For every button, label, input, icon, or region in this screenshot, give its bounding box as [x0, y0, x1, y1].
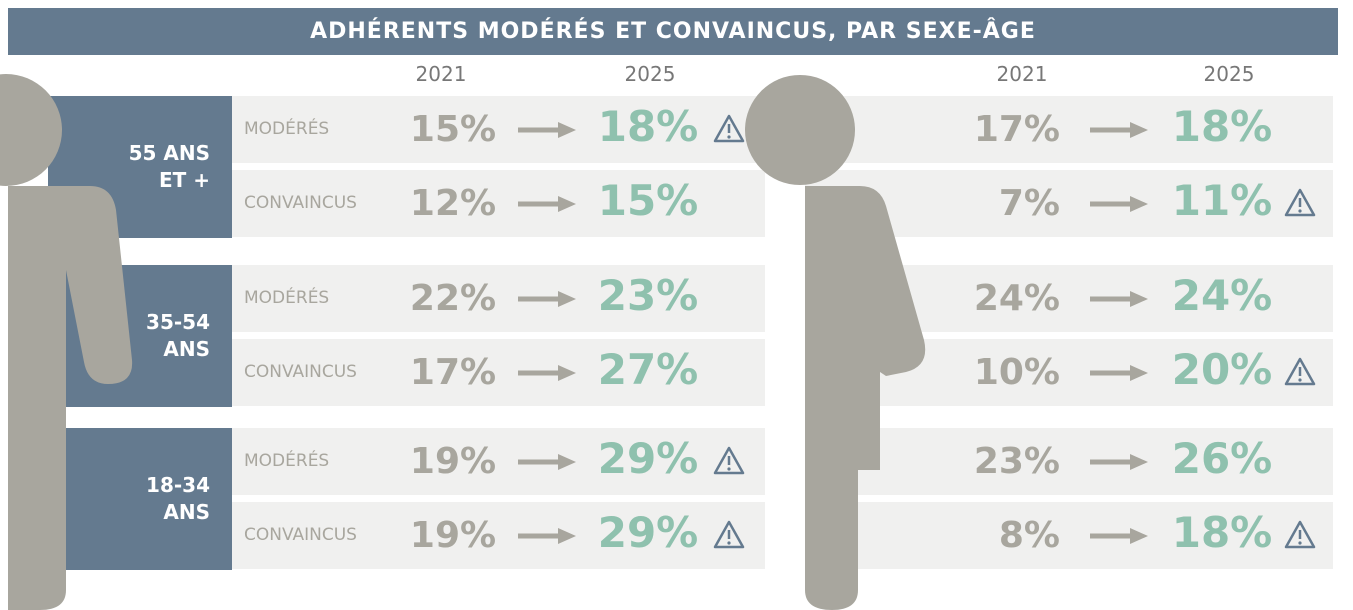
arrow: [1090, 289, 1150, 309]
row-label: MODÉRÉS: [244, 265, 384, 332]
warning-icon: [713, 519, 745, 551]
value-2025: 15%: [583, 167, 713, 234]
year-header: 2021: [982, 62, 1062, 90]
value-2025: 11%: [1157, 167, 1287, 234]
warning-icon: [1284, 519, 1316, 551]
value-2025: 29%: [583, 499, 713, 566]
arrow: [518, 289, 578, 309]
value-2025: 18%: [1157, 93, 1287, 160]
arrow: [1090, 194, 1150, 214]
year-header: 2021: [401, 62, 481, 90]
row-label: CONVAINCUS: [244, 502, 384, 569]
age-group: 18-34 ANS: [48, 428, 232, 570]
year-header: 2025: [1189, 62, 1269, 90]
value-2021: 7%: [950, 170, 1060, 237]
age-group-label: 35-54 ANS: [120, 309, 210, 363]
value-2025: 18%: [583, 93, 713, 160]
warning-icon: [1284, 187, 1316, 219]
year-header: 2025: [610, 62, 690, 90]
value-2021: 19%: [398, 502, 508, 569]
value-2021: 12%: [398, 170, 508, 237]
warning-icon: [1284, 356, 1316, 388]
age-group-label: 55 ANS ET +: [120, 140, 210, 194]
value-2021: 22%: [398, 265, 508, 332]
value-2021: 17%: [398, 339, 508, 406]
arrow: [1090, 120, 1150, 140]
age-group: 55 ANS ET +: [48, 96, 232, 238]
row-label: MODÉRÉS: [244, 428, 384, 495]
value-2021: 19%: [398, 428, 508, 495]
value-2025: 26%: [1157, 425, 1287, 492]
age-group-label: 18-34 ANS: [120, 472, 210, 526]
arrow: [1090, 526, 1150, 546]
arrow: [1090, 452, 1150, 472]
row-label: MODÉRÉS: [244, 96, 384, 163]
arrow: [518, 194, 578, 214]
value-2025: 24%: [1157, 262, 1287, 329]
row-label: CONVAINCUS: [244, 339, 384, 406]
value-2021: 17%: [950, 96, 1060, 163]
title: ADHÉRENTS MODÉRÉS ET CONVAINCUS, PAR SEX…: [8, 8, 1338, 55]
arrow: [518, 363, 578, 383]
value-2021: 23%: [950, 428, 1060, 495]
arrow: [518, 526, 578, 546]
warning-icon: [713, 445, 745, 477]
value-2025: 27%: [583, 336, 713, 403]
value-2021: 15%: [398, 96, 508, 163]
warning-icon: [713, 113, 745, 145]
age-group: 35-54 ANS: [48, 265, 232, 407]
arrow: [1090, 363, 1150, 383]
arrow: [518, 120, 578, 140]
row-label: CONVAINCUS: [244, 170, 384, 237]
value-2021: 24%: [950, 265, 1060, 332]
value-2025: 20%: [1157, 336, 1287, 403]
value-2021: 8%: [950, 502, 1060, 569]
infographic: ADHÉRENTS MODÉRÉS ET CONVAINCUS, PAR SEX…: [0, 0, 1353, 610]
value-2021: 10%: [950, 339, 1060, 406]
value-2025: 29%: [583, 425, 713, 492]
arrow: [518, 452, 578, 472]
value-2025: 23%: [583, 262, 713, 329]
value-2025: 18%: [1157, 499, 1287, 566]
